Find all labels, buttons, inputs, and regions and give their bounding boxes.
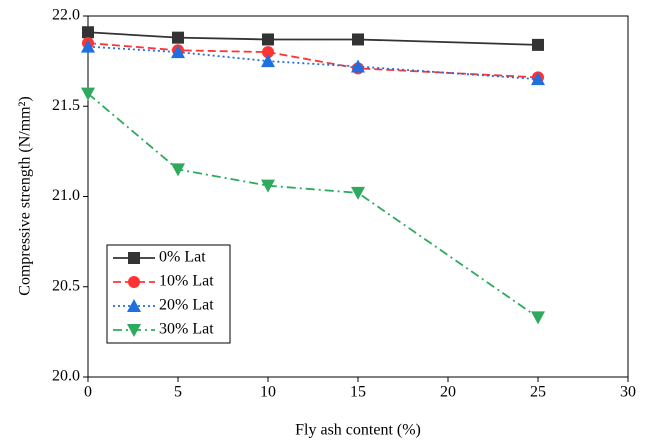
y-tick-label: 20.0 [52, 368, 80, 385]
marker [81, 87, 95, 101]
y-axis-label: Compressive strength (N/mm²) [17, 96, 34, 295]
series-line [87, 31, 539, 46]
x-axis-label: Fly ash content (%) [295, 422, 421, 439]
legend-label: 10% Lat [159, 273, 214, 290]
marker [81, 39, 95, 53]
x-tick-label: 20 [440, 384, 456, 401]
marker [172, 31, 184, 44]
marker [128, 252, 140, 264]
marker [531, 72, 545, 86]
marker [531, 311, 545, 325]
x-tick-label: 25 [530, 384, 546, 401]
x-tick-label: 0 [84, 384, 92, 401]
y-tick-label: 20.5 [52, 277, 80, 294]
legend-label: 20% Lat [159, 297, 214, 314]
y-tick-label: 21.5 [52, 97, 80, 114]
x-tick-label: 5 [174, 384, 182, 401]
marker [127, 324, 141, 337]
marker [261, 54, 275, 68]
marker [262, 46, 274, 59]
legend-label: 0% Lat [159, 249, 206, 266]
legend-box [106, 244, 231, 344]
marker [262, 33, 274, 46]
marker [127, 299, 141, 312]
marker [351, 59, 365, 73]
marker [532, 38, 544, 51]
marker [128, 276, 140, 288]
marker [171, 163, 185, 177]
marker [261, 179, 275, 193]
x-tick-label: 15 [350, 384, 366, 401]
x-tick-label: 30 [620, 384, 636, 401]
marker [351, 186, 365, 200]
x-tick-label: 10 [260, 384, 276, 401]
series-line [87, 42, 539, 79]
y-tick-label: 22.0 [52, 7, 80, 24]
y-tick-label: 21.0 [52, 187, 80, 204]
marker [352, 33, 364, 46]
legend-label: 30% Lat [159, 321, 214, 338]
marker [171, 45, 185, 59]
marker [82, 26, 94, 39]
